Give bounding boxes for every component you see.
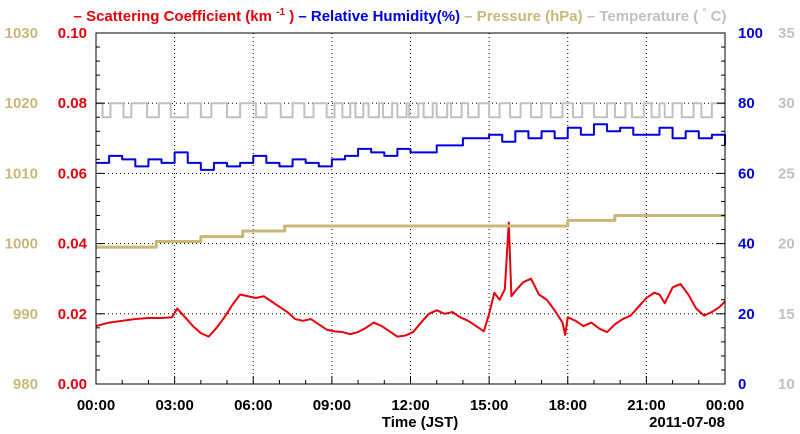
pressure-tick-label: 1000 xyxy=(5,236,38,253)
x-tick-label: 15:00 xyxy=(470,397,508,414)
temperature-tick-label: 35 xyxy=(778,25,795,42)
scattering-tick-label: 0.06 xyxy=(58,165,87,182)
legend-pres-text: Pressure (hPa) xyxy=(477,8,583,25)
scattering-tick-label: 0.04 xyxy=(58,236,88,253)
legend-scat-tail: ) xyxy=(289,8,294,25)
series-line-pressure xyxy=(96,214,725,249)
x-tick-label: 00:00 xyxy=(77,397,115,414)
humidity-tick-label: 100 xyxy=(738,25,763,42)
pressure-tick-label: 1030 xyxy=(5,25,38,42)
humidity-tick-label: 20 xyxy=(738,306,755,323)
x-tick-label: 21:00 xyxy=(627,397,665,414)
pressure-tick-label: 1020 xyxy=(5,95,38,112)
legend-temp-tail: C) xyxy=(711,8,727,25)
legend-temp-dash: – xyxy=(587,8,595,25)
humidity-tick-label: 60 xyxy=(738,165,755,182)
tick-marks xyxy=(95,32,726,385)
date-label: 2011-07-08 xyxy=(649,414,725,431)
humidity-tick-label: 80 xyxy=(738,95,755,112)
x-tick-label: 06:00 xyxy=(234,397,272,414)
temperature-tick-label: 25 xyxy=(778,165,795,182)
humidity-tick-label: 40 xyxy=(738,236,755,253)
legend: – Scattering Coefficient (km -1 ) – Rela… xyxy=(74,2,727,25)
tick-labels: 10301020101010009909800.100.080.060.040.… xyxy=(5,25,795,414)
temperature-tick-label: 10 xyxy=(778,376,795,393)
legend-rh-dash: – xyxy=(298,8,306,25)
temperature-tick-label: 20 xyxy=(778,236,795,253)
legend-scat-dash: – xyxy=(74,8,82,25)
pressure-tick-label: 980 xyxy=(13,376,38,393)
legend-temp-text: Temperature ( xyxy=(599,8,698,25)
legend-temp-sup: ° xyxy=(702,7,706,18)
humidity-tick-label: 0 xyxy=(738,376,746,393)
x-tick-label: 00:00 xyxy=(706,397,744,414)
pressure-tick-label: 1010 xyxy=(5,165,38,182)
scattering-tick-label: 0.02 xyxy=(58,306,87,323)
legend-scat-text: Scattering Coefficient (km xyxy=(86,8,272,25)
scattering-tick-label: 0.08 xyxy=(58,95,87,112)
x-tick-label: 18:00 xyxy=(549,397,587,414)
series-line-temperature xyxy=(96,102,725,119)
scattering-tick-label: 0.10 xyxy=(58,25,87,42)
pressure-tick-label: 990 xyxy=(13,306,38,323)
legend-pres-dash: – xyxy=(464,8,472,25)
scattering-tick-label: 0.00 xyxy=(58,376,87,393)
x-tick-label: 09:00 xyxy=(313,397,351,414)
temperature-tick-label: 15 xyxy=(778,306,795,323)
x-tick-label: 12:00 xyxy=(391,397,429,414)
legend-scat-sup: -1 xyxy=(276,7,285,18)
legend-rh-text: Relative Humidity(%) xyxy=(311,8,460,25)
series-line-humidity xyxy=(96,123,726,171)
series-line-scattering xyxy=(95,221,726,338)
x-axis-title: Time (JST) xyxy=(382,414,458,431)
series-group xyxy=(95,102,726,338)
temperature-tick-label: 30 xyxy=(778,95,795,112)
x-tick-label: 03:00 xyxy=(155,397,193,414)
